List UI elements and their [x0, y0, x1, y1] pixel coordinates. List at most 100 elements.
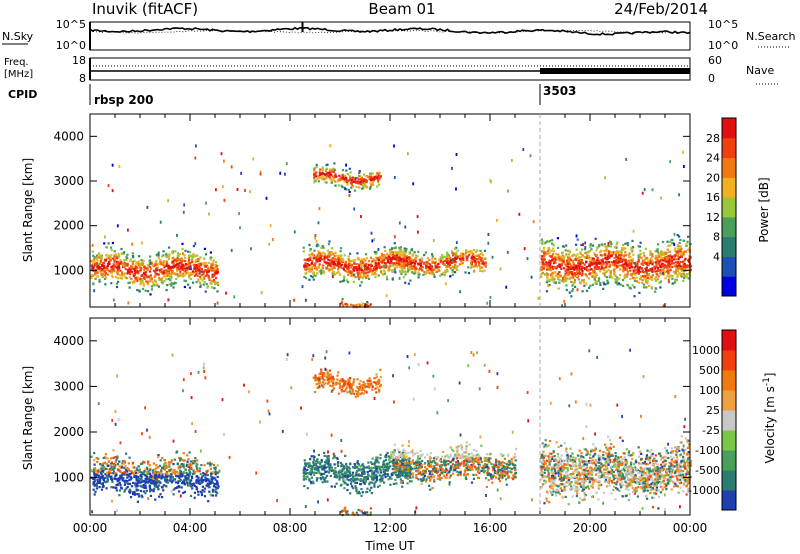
- scatter-point: [361, 479, 364, 482]
- scatter-point: [330, 174, 333, 177]
- scatter-point: [320, 458, 323, 462]
- scatter-outlier: [455, 187, 457, 191]
- scatter-point: [346, 267, 349, 270]
- scatter-point: [572, 276, 575, 279]
- scatter-point: [615, 251, 618, 254]
- scatter-point: [363, 269, 366, 272]
- scatter-point: [95, 473, 98, 477]
- scatter-point: [663, 270, 666, 273]
- scatter-point: [622, 270, 625, 273]
- scatter-point: [587, 264, 591, 267]
- scatter-point: [363, 178, 366, 181]
- scatter-point: [629, 262, 632, 265]
- scatter-point: [330, 258, 333, 261]
- scatter-point: [655, 276, 658, 279]
- scatter-point: [125, 277, 128, 280]
- scatter-point: [144, 480, 147, 484]
- scatter-point: [382, 471, 386, 474]
- scatter-point: [337, 464, 340, 467]
- scatter-point: [399, 246, 402, 249]
- scatter-point: [571, 266, 574, 269]
- scatter-point: [373, 268, 376, 271]
- scatter-point: [410, 261, 413, 265]
- scatter-point: [93, 484, 96, 488]
- scatter-point: [185, 464, 188, 467]
- scatter-point: [442, 271, 445, 274]
- scatter-outlier: [239, 226, 241, 230]
- scatter-point: [157, 257, 160, 260]
- scatter-point: [138, 290, 141, 293]
- scatter-point: [616, 241, 619, 244]
- scatter-point: [346, 475, 349, 478]
- scatter-point: [321, 465, 324, 468]
- scatter-point: [566, 268, 569, 271]
- scatter-point: [464, 251, 468, 254]
- scatter-point: [382, 461, 385, 464]
- scatter-point: [360, 474, 363, 478]
- scatter-point: [105, 246, 108, 249]
- scatter-point: [612, 261, 615, 264]
- scatter-point: [203, 490, 206, 493]
- scatter-point: [554, 256, 557, 259]
- scatter-point: [379, 257, 382, 260]
- scatter-point: [398, 247, 401, 250]
- scatter-point: [368, 187, 371, 190]
- scatter-point: [154, 473, 157, 477]
- scatter-point: [149, 490, 152, 493]
- scatter-outlier: [604, 176, 606, 180]
- scatter-point: [354, 276, 357, 279]
- scatter-point: [203, 277, 206, 280]
- scatter-point: [434, 257, 437, 260]
- scatter-point: [149, 469, 152, 472]
- scatter-point: [137, 471, 140, 474]
- colorbar-swatch: [722, 177, 736, 198]
- scatter-point: [322, 264, 325, 267]
- scatter-point: [378, 474, 381, 477]
- scatter-point: [178, 479, 181, 483]
- scatter-point: [587, 255, 591, 258]
- scatter-point: [640, 262, 643, 265]
- scatter-point: [429, 263, 432, 267]
- scatter-point: [121, 460, 124, 463]
- scatter-point: [402, 276, 405, 279]
- scatter-point: [175, 486, 178, 489]
- scatter-point: [179, 258, 182, 261]
- scatter-outlier: [662, 271, 664, 275]
- scatter-point: [309, 275, 313, 278]
- scatter-point: [541, 271, 544, 275]
- scatter-point: [643, 277, 646, 280]
- scatter-point: [543, 252, 546, 255]
- scatter-point: [356, 470, 359, 473]
- scatter-point: [317, 244, 320, 247]
- scatter-point: [333, 176, 336, 179]
- scatter-point: [203, 257, 206, 260]
- scatter-point: [565, 284, 568, 287]
- scatter-point: [308, 270, 311, 273]
- scatter-point: [121, 479, 124, 482]
- scatter-point: [598, 245, 601, 248]
- scatter-point: [138, 468, 141, 471]
- scatter-point: [601, 263, 604, 266]
- scatter-point: [557, 275, 560, 278]
- scatter-point: [375, 475, 379, 478]
- scatter-point: [176, 462, 180, 465]
- scatter-point: [544, 251, 547, 254]
- scatter-point: [92, 470, 95, 473]
- scatter-point: [160, 268, 163, 271]
- scatter-point: [339, 476, 342, 479]
- scatter-point: [640, 256, 643, 259]
- scatter-point: [567, 272, 570, 275]
- scatter-point: [127, 281, 130, 285]
- scatter-point: [188, 254, 191, 257]
- scatter-point: [552, 247, 555, 250]
- scatter-point: [97, 264, 100, 267]
- scatter-point: [95, 469, 98, 472]
- scatter-point: [336, 180, 339, 183]
- scatter-point: [633, 279, 637, 282]
- scatter-point: [383, 463, 386, 466]
- scatter-point: [551, 279, 554, 282]
- scatter-outlier: [348, 194, 351, 197]
- scatter-point: [138, 469, 141, 472]
- scatter-point: [657, 261, 660, 264]
- scatter-point: [212, 269, 215, 272]
